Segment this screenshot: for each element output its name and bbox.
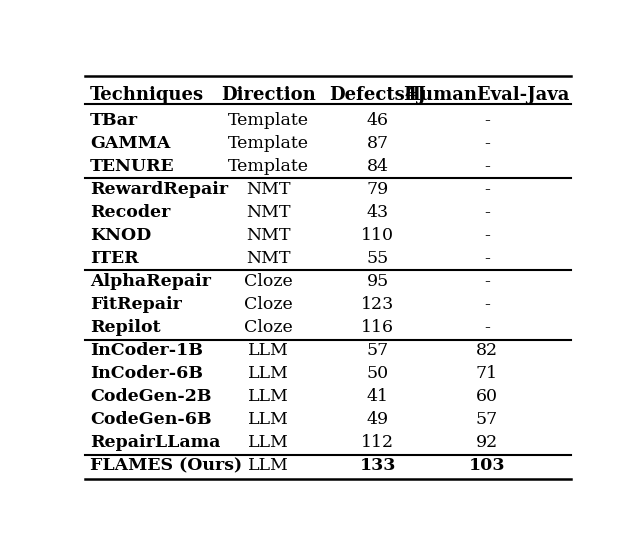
Text: FLAMES (Ours): FLAMES (Ours) [90, 457, 242, 474]
Text: -: - [484, 181, 490, 198]
Text: 49: 49 [367, 411, 388, 428]
Text: CodeGen-2B: CodeGen-2B [90, 388, 211, 405]
Text: 55: 55 [367, 250, 388, 267]
Text: -: - [484, 319, 490, 336]
Text: FitRepair: FitRepair [90, 296, 182, 313]
Text: 79: 79 [367, 181, 388, 198]
Text: KNOD: KNOD [90, 227, 151, 244]
Text: -: - [484, 273, 490, 290]
Text: Recoder: Recoder [90, 204, 170, 221]
Text: Techniques: Techniques [90, 86, 204, 104]
Text: 57: 57 [367, 342, 388, 359]
Text: 43: 43 [367, 204, 388, 221]
Text: 50: 50 [367, 365, 388, 382]
Text: 116: 116 [361, 319, 394, 336]
Text: InCoder-1B: InCoder-1B [90, 342, 203, 359]
Text: -: - [484, 250, 490, 267]
Text: 71: 71 [476, 365, 498, 382]
Text: LLM: LLM [248, 342, 289, 359]
Text: HumanEval-Java: HumanEval-Java [404, 86, 570, 104]
Text: NMT: NMT [246, 204, 291, 221]
Text: CodeGen-6B: CodeGen-6B [90, 411, 212, 428]
Text: 60: 60 [476, 388, 498, 405]
Text: 84: 84 [367, 158, 388, 175]
Text: -: - [484, 158, 490, 175]
Text: RepairLLama: RepairLLama [90, 434, 220, 451]
Text: Template: Template [228, 112, 309, 129]
Text: TBar: TBar [90, 112, 138, 129]
Text: ITER: ITER [90, 250, 138, 267]
Text: -: - [484, 112, 490, 129]
Text: -: - [484, 296, 490, 313]
Text: LLM: LLM [248, 434, 289, 451]
Text: Cloze: Cloze [244, 273, 293, 290]
Text: 41: 41 [367, 388, 388, 405]
Text: AlphaRepair: AlphaRepair [90, 273, 211, 290]
Text: 82: 82 [476, 342, 498, 359]
Text: LLM: LLM [248, 457, 289, 474]
Text: -: - [484, 135, 490, 152]
Text: LLM: LLM [248, 388, 289, 405]
Text: Cloze: Cloze [244, 319, 293, 336]
Text: Defects4J: Defects4J [329, 86, 426, 104]
Text: 123: 123 [361, 296, 394, 313]
Text: 133: 133 [360, 457, 396, 474]
Text: 112: 112 [361, 434, 394, 451]
Text: -: - [484, 227, 490, 244]
Text: Template: Template [228, 135, 309, 152]
Text: 57: 57 [476, 411, 498, 428]
Text: Template: Template [228, 158, 309, 175]
Text: Direction: Direction [221, 86, 316, 104]
Text: 92: 92 [476, 434, 498, 451]
Text: LLM: LLM [248, 411, 289, 428]
Text: NMT: NMT [246, 227, 291, 244]
Text: NMT: NMT [246, 181, 291, 198]
Text: 95: 95 [367, 273, 388, 290]
Text: Cloze: Cloze [244, 296, 293, 313]
Text: 110: 110 [361, 227, 394, 244]
Text: InCoder-6B: InCoder-6B [90, 365, 203, 382]
Text: LLM: LLM [248, 365, 289, 382]
Text: Repilot: Repilot [90, 319, 161, 336]
Text: 46: 46 [367, 112, 388, 129]
Text: 103: 103 [468, 457, 505, 474]
Text: RewardRepair: RewardRepair [90, 181, 228, 198]
Text: -: - [484, 204, 490, 221]
Text: GAMMA: GAMMA [90, 135, 170, 152]
Text: TENURE: TENURE [90, 158, 175, 175]
Text: 87: 87 [367, 135, 388, 152]
Text: NMT: NMT [246, 250, 291, 267]
